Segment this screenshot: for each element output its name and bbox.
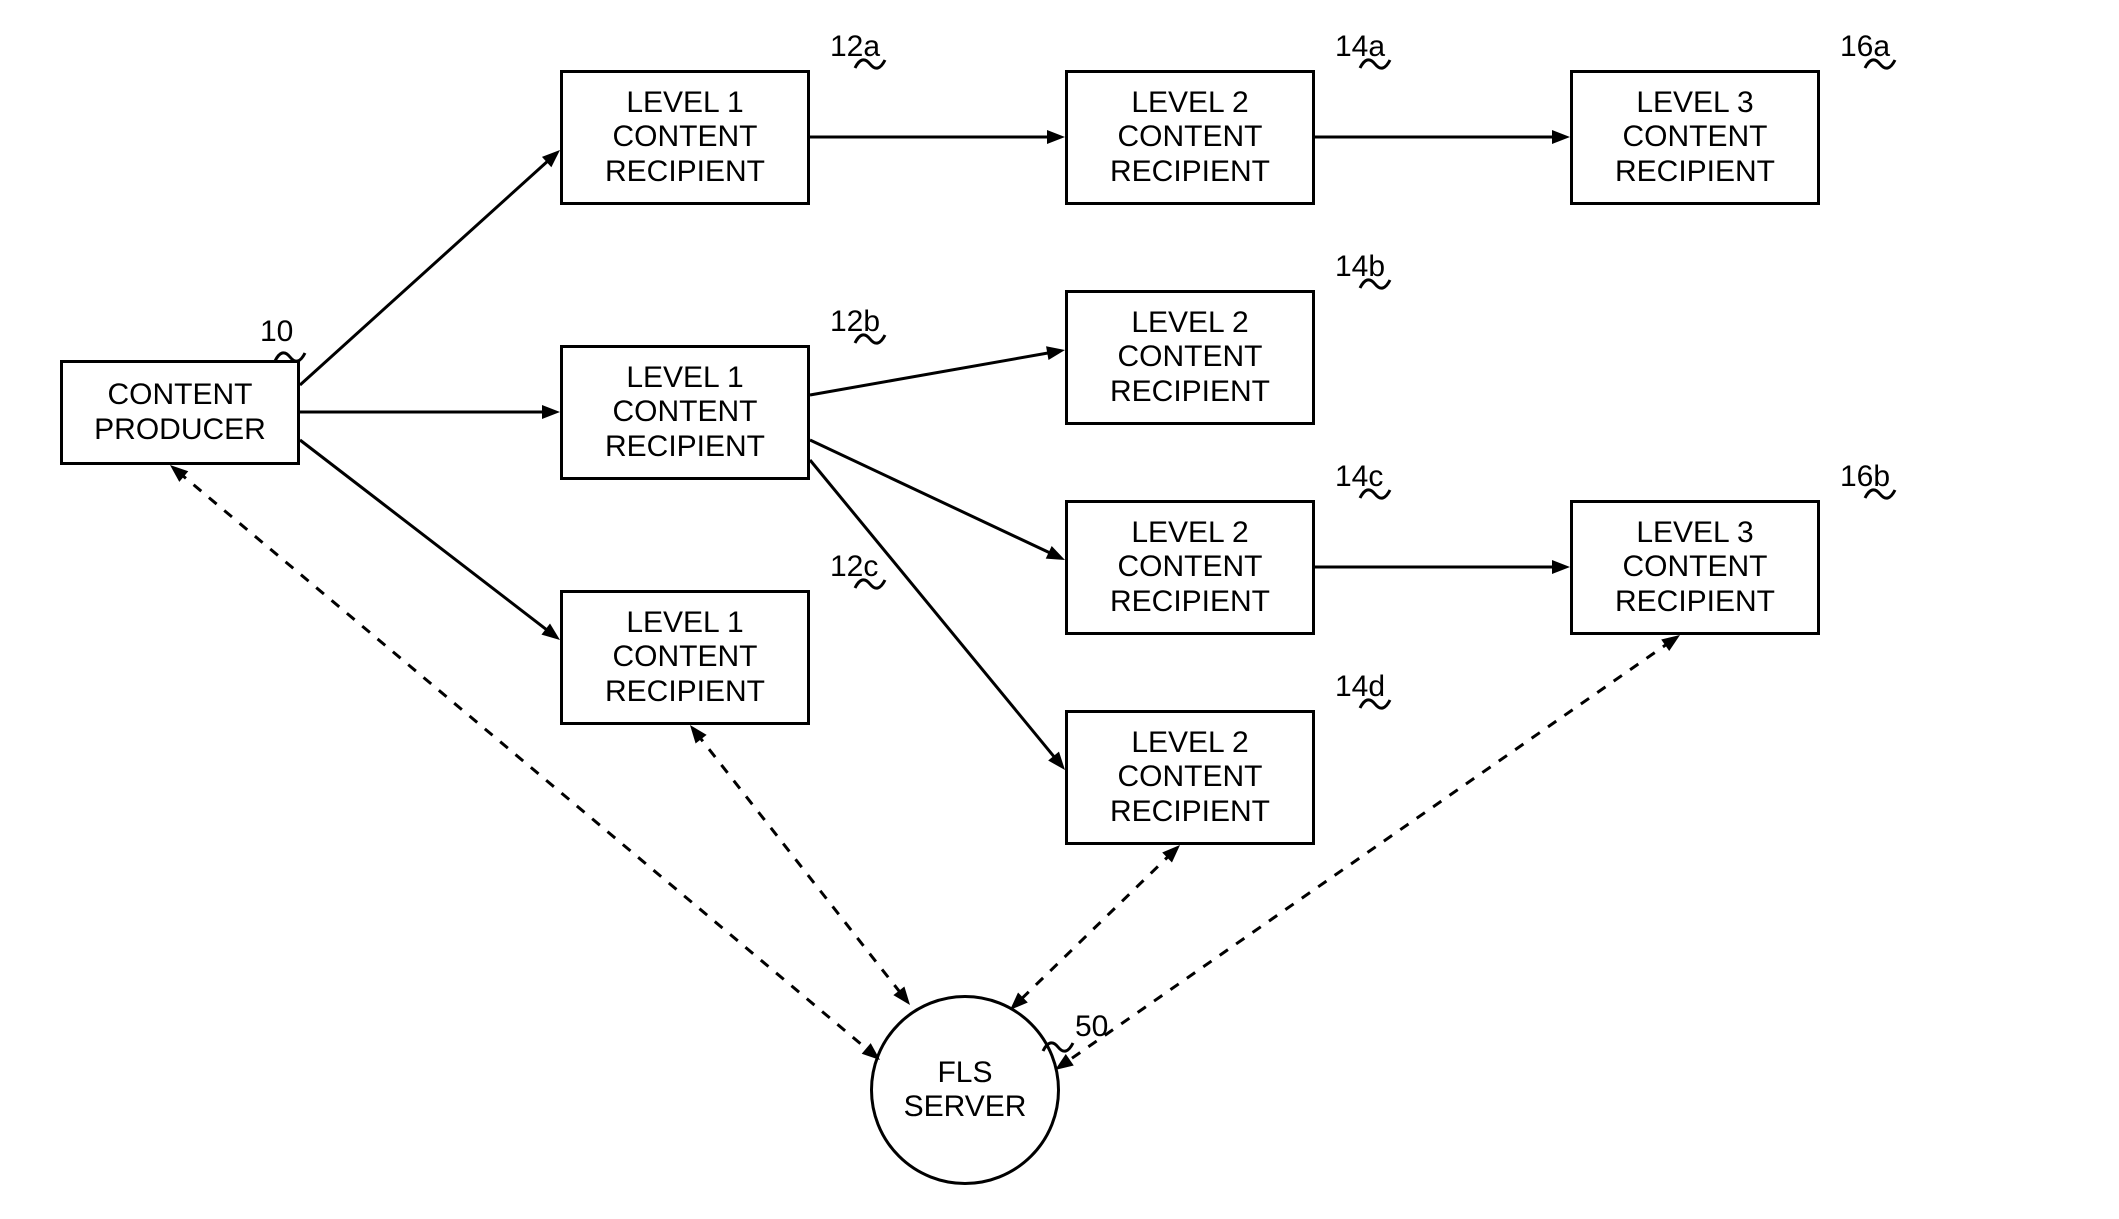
edge-2	[300, 440, 551, 633]
edge-6	[810, 460, 1058, 762]
ref-label-n14a: 14a	[1335, 30, 1385, 64]
node-n14a: LEVEL 2 CONTENT RECIPIENT	[1065, 70, 1315, 205]
node-label: CONTENT PRODUCER	[94, 378, 266, 447]
ref-label-n14b: 14b	[1335, 250, 1385, 284]
node-label: LEVEL 2 CONTENT RECIPIENT	[1110, 86, 1270, 190]
node-label: LEVEL 3 CONTENT RECIPIENT	[1615, 86, 1775, 190]
node-producer: CONTENT PRODUCER	[60, 360, 300, 465]
edge-4	[810, 352, 1054, 395]
arrowhead-icon	[1162, 845, 1180, 863]
node-fls: FLS SERVER	[870, 995, 1060, 1185]
node-label: LEVEL 1 CONTENT RECIPIENT	[605, 606, 765, 710]
arrowhead-icon	[542, 150, 560, 167]
node-label: LEVEL 2 CONTENT RECIPIENT	[1110, 306, 1270, 410]
ref-label-n16a: 16a	[1840, 30, 1890, 64]
arrowhead-icon	[541, 623, 560, 640]
ref-label-producer: 10	[260, 315, 293, 349]
arrowhead-icon	[1046, 546, 1065, 560]
arrowhead-icon	[542, 405, 560, 419]
node-n16b: LEVEL 3 CONTENT RECIPIENT	[1570, 500, 1820, 635]
node-n12a: LEVEL 1 CONTENT RECIPIENT	[560, 70, 810, 205]
arrowhead-icon	[1552, 130, 1570, 144]
ref-label-n12a: 12a	[830, 30, 880, 64]
diagram-root: CONTENT PRODUCER LEVEL 1 CONTENT RECIPIEN…	[0, 0, 2119, 1219]
arrowhead-icon	[893, 987, 910, 1005]
edge-5	[810, 440, 1055, 555]
ref-label-n14d: 14d	[1335, 670, 1385, 704]
arrowhead-icon	[1661, 635, 1680, 651]
node-label: LEVEL 3 CONTENT RECIPIENT	[1615, 516, 1775, 620]
edge-11	[1018, 853, 1173, 1003]
node-n14c: LEVEL 2 CONTENT RECIPIENT	[1065, 500, 1315, 635]
ref-label-n12b: 12b	[830, 305, 880, 339]
node-n14b: LEVEL 2 CONTENT RECIPIENT	[1065, 290, 1315, 425]
edge-0	[300, 157, 552, 385]
ref-label-n14c: 14c	[1335, 460, 1383, 494]
node-n12c: LEVEL 1 CONTENT RECIPIENT	[560, 590, 810, 725]
arrowhead-icon	[1055, 1054, 1074, 1070]
node-label: LEVEL 2 CONTENT RECIPIENT	[1110, 516, 1270, 620]
ref-label-n16b: 16b	[1840, 460, 1890, 494]
arrowhead-icon	[1552, 560, 1570, 574]
edge-12	[1064, 641, 1671, 1064]
arrowhead-icon	[1046, 346, 1065, 360]
node-label: LEVEL 2 CONTENT RECIPIENT	[1110, 726, 1270, 830]
arrowhead-icon	[690, 725, 707, 743]
ref-label-fls: 50	[1075, 1010, 1108, 1044]
node-label: LEVEL 1 CONTENT RECIPIENT	[605, 361, 765, 465]
arrowhead-icon	[170, 465, 188, 482]
node-n16a: LEVEL 3 CONTENT RECIPIENT	[1570, 70, 1820, 205]
ref-label-n12c: 12c	[830, 550, 878, 584]
node-label: LEVEL 1 CONTENT RECIPIENT	[605, 86, 765, 190]
edge-9	[178, 472, 871, 1053]
arrowhead-icon	[1047, 130, 1065, 144]
node-n12b: LEVEL 1 CONTENT RECIPIENT	[560, 345, 810, 480]
arrowhead-icon	[1048, 752, 1065, 770]
node-n14d: LEVEL 2 CONTENT RECIPIENT	[1065, 710, 1315, 845]
edge-10	[697, 733, 904, 996]
node-label: FLS SERVER	[904, 1056, 1027, 1124]
